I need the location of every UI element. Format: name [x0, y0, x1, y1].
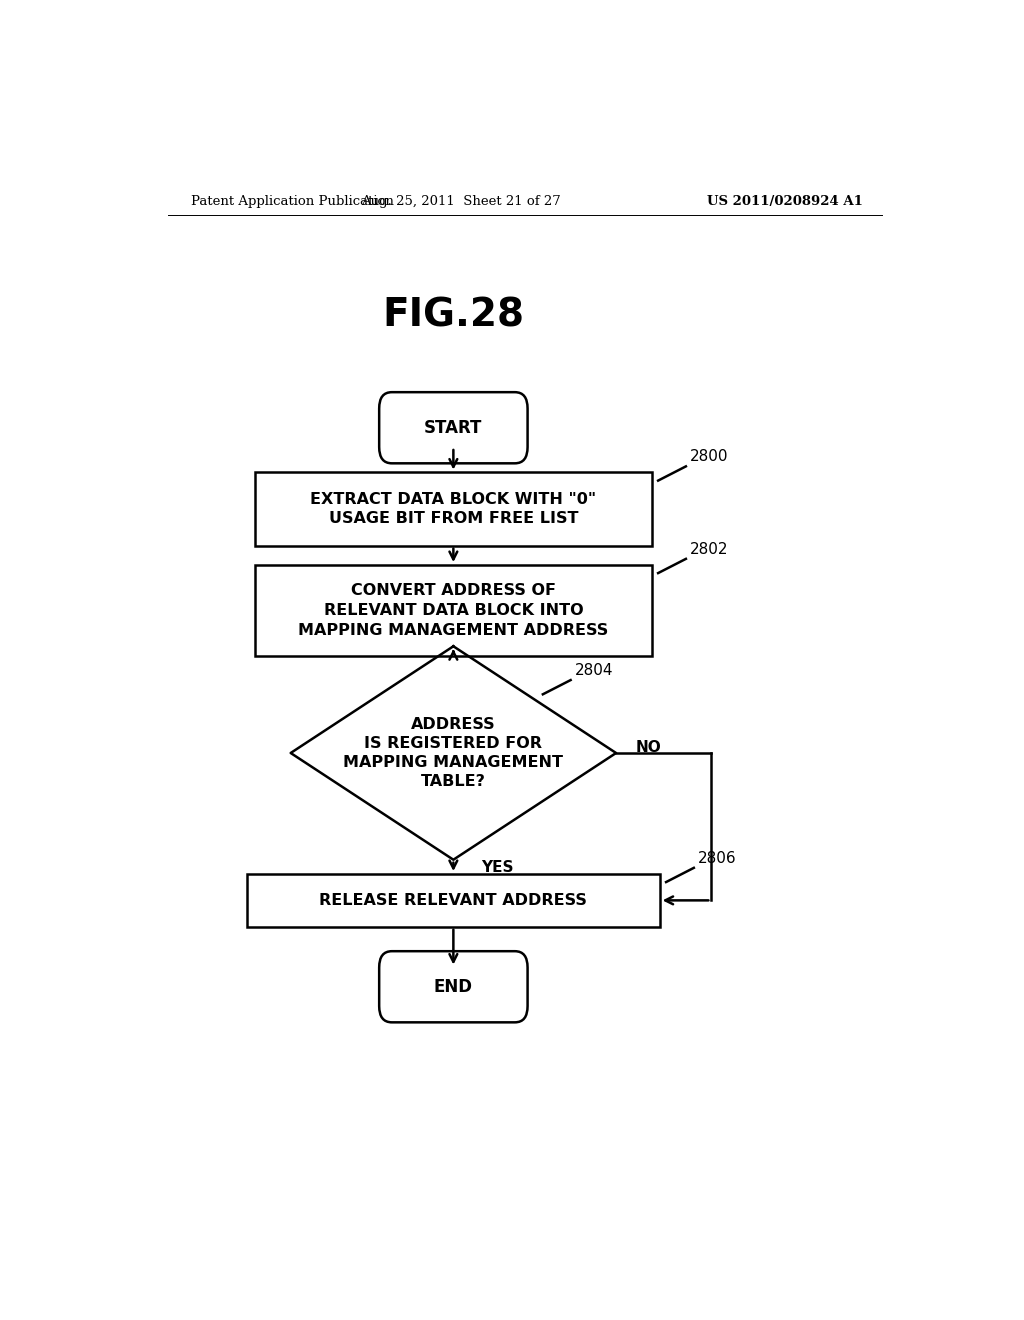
- Text: Patent Application Publication: Patent Application Publication: [191, 194, 394, 207]
- FancyBboxPatch shape: [379, 392, 527, 463]
- Text: 2800: 2800: [690, 449, 728, 465]
- Polygon shape: [291, 647, 616, 859]
- Text: NO: NO: [636, 741, 662, 755]
- Text: RELEASE RELEVANT ADDRESS: RELEASE RELEVANT ADDRESS: [319, 892, 588, 908]
- Text: EXTRACT DATA BLOCK WITH "0"
USAGE BIT FROM FREE LIST: EXTRACT DATA BLOCK WITH "0" USAGE BIT FR…: [310, 491, 596, 527]
- Text: Aug. 25, 2011  Sheet 21 of 27: Aug. 25, 2011 Sheet 21 of 27: [361, 194, 561, 207]
- FancyBboxPatch shape: [255, 565, 651, 656]
- Text: CONVERT ADDRESS OF
RELEVANT DATA BLOCK INTO
MAPPING MANAGEMENT ADDRESS: CONVERT ADDRESS OF RELEVANT DATA BLOCK I…: [298, 583, 608, 638]
- FancyBboxPatch shape: [247, 874, 659, 927]
- Text: US 2011/0208924 A1: US 2011/0208924 A1: [708, 194, 863, 207]
- Text: 2802: 2802: [690, 541, 728, 557]
- Text: 2804: 2804: [574, 663, 613, 678]
- FancyBboxPatch shape: [379, 952, 527, 1022]
- Text: ADDRESS
IS REGISTERED FOR
MAPPING MANAGEMENT
TABLE?: ADDRESS IS REGISTERED FOR MAPPING MANAGE…: [343, 717, 563, 789]
- FancyBboxPatch shape: [255, 473, 651, 545]
- Text: FIG.28: FIG.28: [382, 297, 524, 335]
- Text: END: END: [434, 978, 473, 995]
- Text: 2806: 2806: [697, 851, 736, 866]
- Text: YES: YES: [481, 861, 514, 875]
- Text: START: START: [424, 418, 482, 437]
